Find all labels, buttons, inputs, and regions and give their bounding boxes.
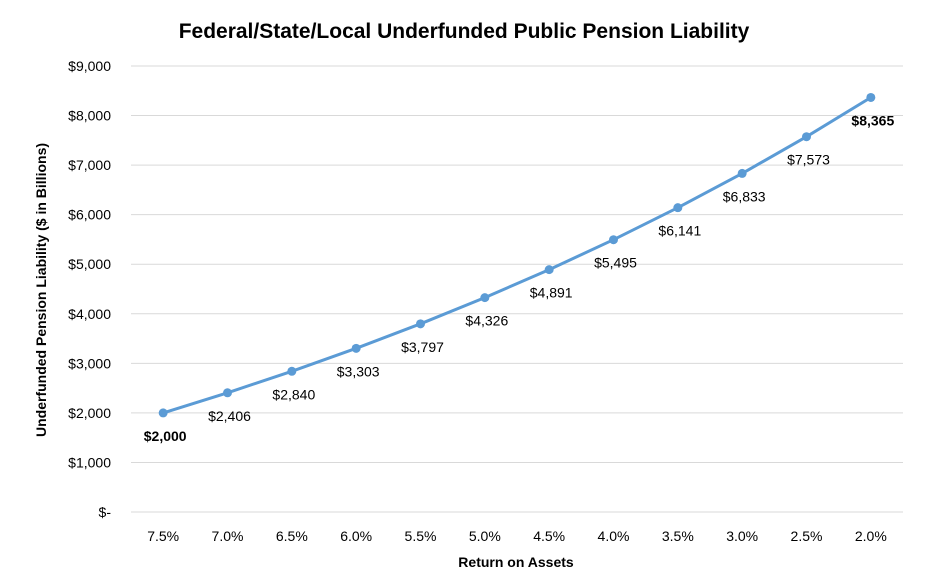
y-axis-ticks: $- $1,000 $2,000 $3,000 $4,000 $5,000 $6,000 $7… xyxy=(68,58,111,520)
x-tick-label: 3.0% xyxy=(726,528,758,544)
data-point xyxy=(416,319,425,329)
data-point xyxy=(351,343,361,353)
data-label: $8,365 xyxy=(851,112,894,128)
series-line xyxy=(161,96,873,415)
data-label: $4,326 xyxy=(465,313,508,329)
data-label: $5,495 xyxy=(594,255,637,271)
series-liability xyxy=(158,92,876,418)
data-point xyxy=(609,235,618,245)
data-point xyxy=(737,168,747,178)
x-tick-label: 7.0% xyxy=(212,528,244,544)
x-tick-label: 2.5% xyxy=(791,528,823,544)
data-label: $2,406 xyxy=(208,408,251,424)
data-point xyxy=(480,293,490,303)
x-tick-label: 2.0% xyxy=(855,528,887,544)
data-label: $2,840 xyxy=(272,386,315,402)
y-tick-label: $2,000 xyxy=(68,405,111,421)
data-point xyxy=(287,366,297,376)
x-axis-ticks: 7.5% 7.0% 6.5% 6.0% 5.5% 5.0% 4.5% 4.0% 3.5% 3.0%… xyxy=(147,528,887,544)
data-label: $4,891 xyxy=(530,285,573,301)
data-label: $3,303 xyxy=(337,363,380,379)
data-point xyxy=(158,408,168,418)
y-tick-label: $8,000 xyxy=(68,108,111,124)
data-point xyxy=(673,203,683,213)
y-tick-label: $1,000 xyxy=(68,454,111,470)
chart-title: Federal/State/Local Underfunded Public P… xyxy=(179,20,750,43)
data-label: $6,833 xyxy=(723,188,766,204)
x-tick-label: 5.5% xyxy=(405,528,437,544)
y-tick-label: $3,000 xyxy=(68,355,111,371)
x-tick-label: 4.0% xyxy=(598,528,630,544)
x-tick-label: 3.5% xyxy=(662,528,694,544)
y-axis-title: Underfunded Pension Liability ($ in Bill… xyxy=(33,143,49,437)
x-tick-label: 4.5% xyxy=(533,528,565,544)
data-point xyxy=(866,92,876,102)
x-tick-label: 6.5% xyxy=(276,528,308,544)
data-label: $7,573 xyxy=(787,152,830,168)
x-tick-label: 6.0% xyxy=(340,528,372,544)
data-point xyxy=(223,388,232,398)
data-point xyxy=(544,265,554,275)
y-tick-label: $9,000 xyxy=(68,58,111,74)
data-label: $2,000 xyxy=(144,428,187,444)
y-tick-label: $7,000 xyxy=(68,157,111,173)
data-label: $3,797 xyxy=(401,339,444,355)
y-tick-label: $6,000 xyxy=(68,207,111,223)
x-tick-label: 5.0% xyxy=(469,528,501,544)
x-axis-title: Return on Assets xyxy=(458,554,574,570)
y-tick-label: $4,000 xyxy=(68,306,111,322)
gridlines xyxy=(131,65,903,513)
y-tick-label: $5,000 xyxy=(68,256,111,272)
data-labels: $2,000 $2,406 $2,840 $3,303 $3,797 $4,326 $4,8… xyxy=(144,112,895,443)
x-tick-label: 7.5% xyxy=(147,528,179,544)
data-point xyxy=(802,132,811,142)
data-label: $6,141 xyxy=(658,223,701,239)
y-tick-label: $- xyxy=(99,504,112,520)
